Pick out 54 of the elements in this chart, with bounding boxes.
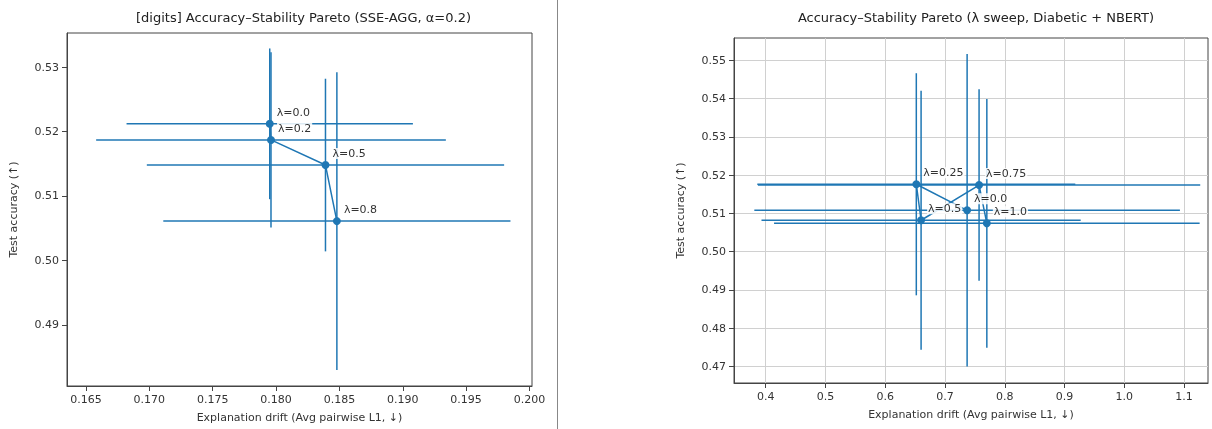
y-tick-label: 0.51 bbox=[34, 189, 59, 203]
y-tick-label: 0.53 bbox=[34, 60, 59, 74]
y-tick-label: 0.50 bbox=[701, 245, 726, 259]
y-tick-label: 0.54 bbox=[701, 92, 726, 105]
x-tick-label: 0.8 bbox=[996, 390, 1014, 403]
x-tick-label: 0.190 bbox=[387, 393, 419, 406]
x-tick-label: 0.5 bbox=[816, 390, 835, 403]
x-tick-label: 1.1 bbox=[1175, 390, 1193, 403]
x-tick-label: 0.200 bbox=[513, 393, 546, 406]
y-tick-label: 0.47 bbox=[701, 360, 726, 374]
point bbox=[332, 217, 341, 226]
point bbox=[982, 219, 991, 228]
annotation: λ=0.75 bbox=[986, 167, 1027, 181]
x-tick-label: 0.185 bbox=[323, 393, 356, 406]
y-axis-title: Test accuracy (↑) bbox=[7, 161, 20, 259]
point bbox=[267, 135, 275, 144]
y-tick-label: 0.51 bbox=[701, 206, 726, 220]
x-tick-label: 0.175 bbox=[196, 393, 229, 406]
y-tick-label: 0.55 bbox=[701, 53, 726, 67]
x-tick-label: 0.180 bbox=[260, 393, 292, 406]
y-tick-label: 0.52 bbox=[34, 125, 59, 139]
y-tick-label: 0.49 bbox=[701, 283, 726, 297]
x-tick-label: 0.6 bbox=[876, 390, 894, 403]
annotation: λ=0.8 bbox=[343, 203, 378, 217]
x-tick-label: 0.165 bbox=[70, 393, 102, 406]
annotation: λ=1.0 bbox=[993, 205, 1028, 219]
annotation: λ=0.5 bbox=[332, 147, 366, 161]
x-tick-label: 0.4 bbox=[756, 390, 775, 403]
y-axis-title: Test accuracy (↑) bbox=[674, 162, 687, 260]
annotation: λ=0.0 bbox=[974, 192, 1008, 206]
x-axis-title: Explanation drift (Avg pairwise L1, ↓) bbox=[868, 408, 1074, 421]
x-tick-label: 0.7 bbox=[936, 390, 954, 403]
point bbox=[917, 216, 926, 225]
x-tick-label: 1.0 bbox=[1115, 390, 1134, 403]
x-tick-label: 0.9 bbox=[1055, 390, 1074, 403]
annotation: λ=0.2 bbox=[277, 121, 312, 135]
point bbox=[265, 119, 274, 128]
x-tick-label: 0.195 bbox=[450, 393, 482, 406]
annotation: λ=0.25 bbox=[923, 166, 964, 180]
y-tick-label: 0.53 bbox=[701, 130, 726, 144]
y-tick-label: 0.50 bbox=[34, 253, 59, 267]
point bbox=[963, 206, 972, 215]
point bbox=[321, 161, 330, 170]
y-tick-label: 0.52 bbox=[701, 168, 726, 182]
point bbox=[975, 181, 984, 190]
annotation: λ=0.5 bbox=[928, 202, 962, 216]
chart-title: Accuracy–Stability Pareto (λ sweep, Diabetic + NBERT) bbox=[797, 10, 1155, 25]
y-tick-label: 0.49 bbox=[34, 318, 59, 332]
point bbox=[912, 180, 921, 189]
chart-title: [digits] Accuracy–Stability Pareto (SSE-AGG, α=0.2) bbox=[136, 10, 471, 25]
y-tick-label: 0.48 bbox=[701, 321, 726, 335]
x-axis-title: Explanation drift (Avg pairwise L1, ↓) bbox=[196, 411, 403, 424]
annotation: λ=0.0 bbox=[276, 105, 310, 119]
x-tick-label: 0.170 bbox=[133, 393, 166, 406]
